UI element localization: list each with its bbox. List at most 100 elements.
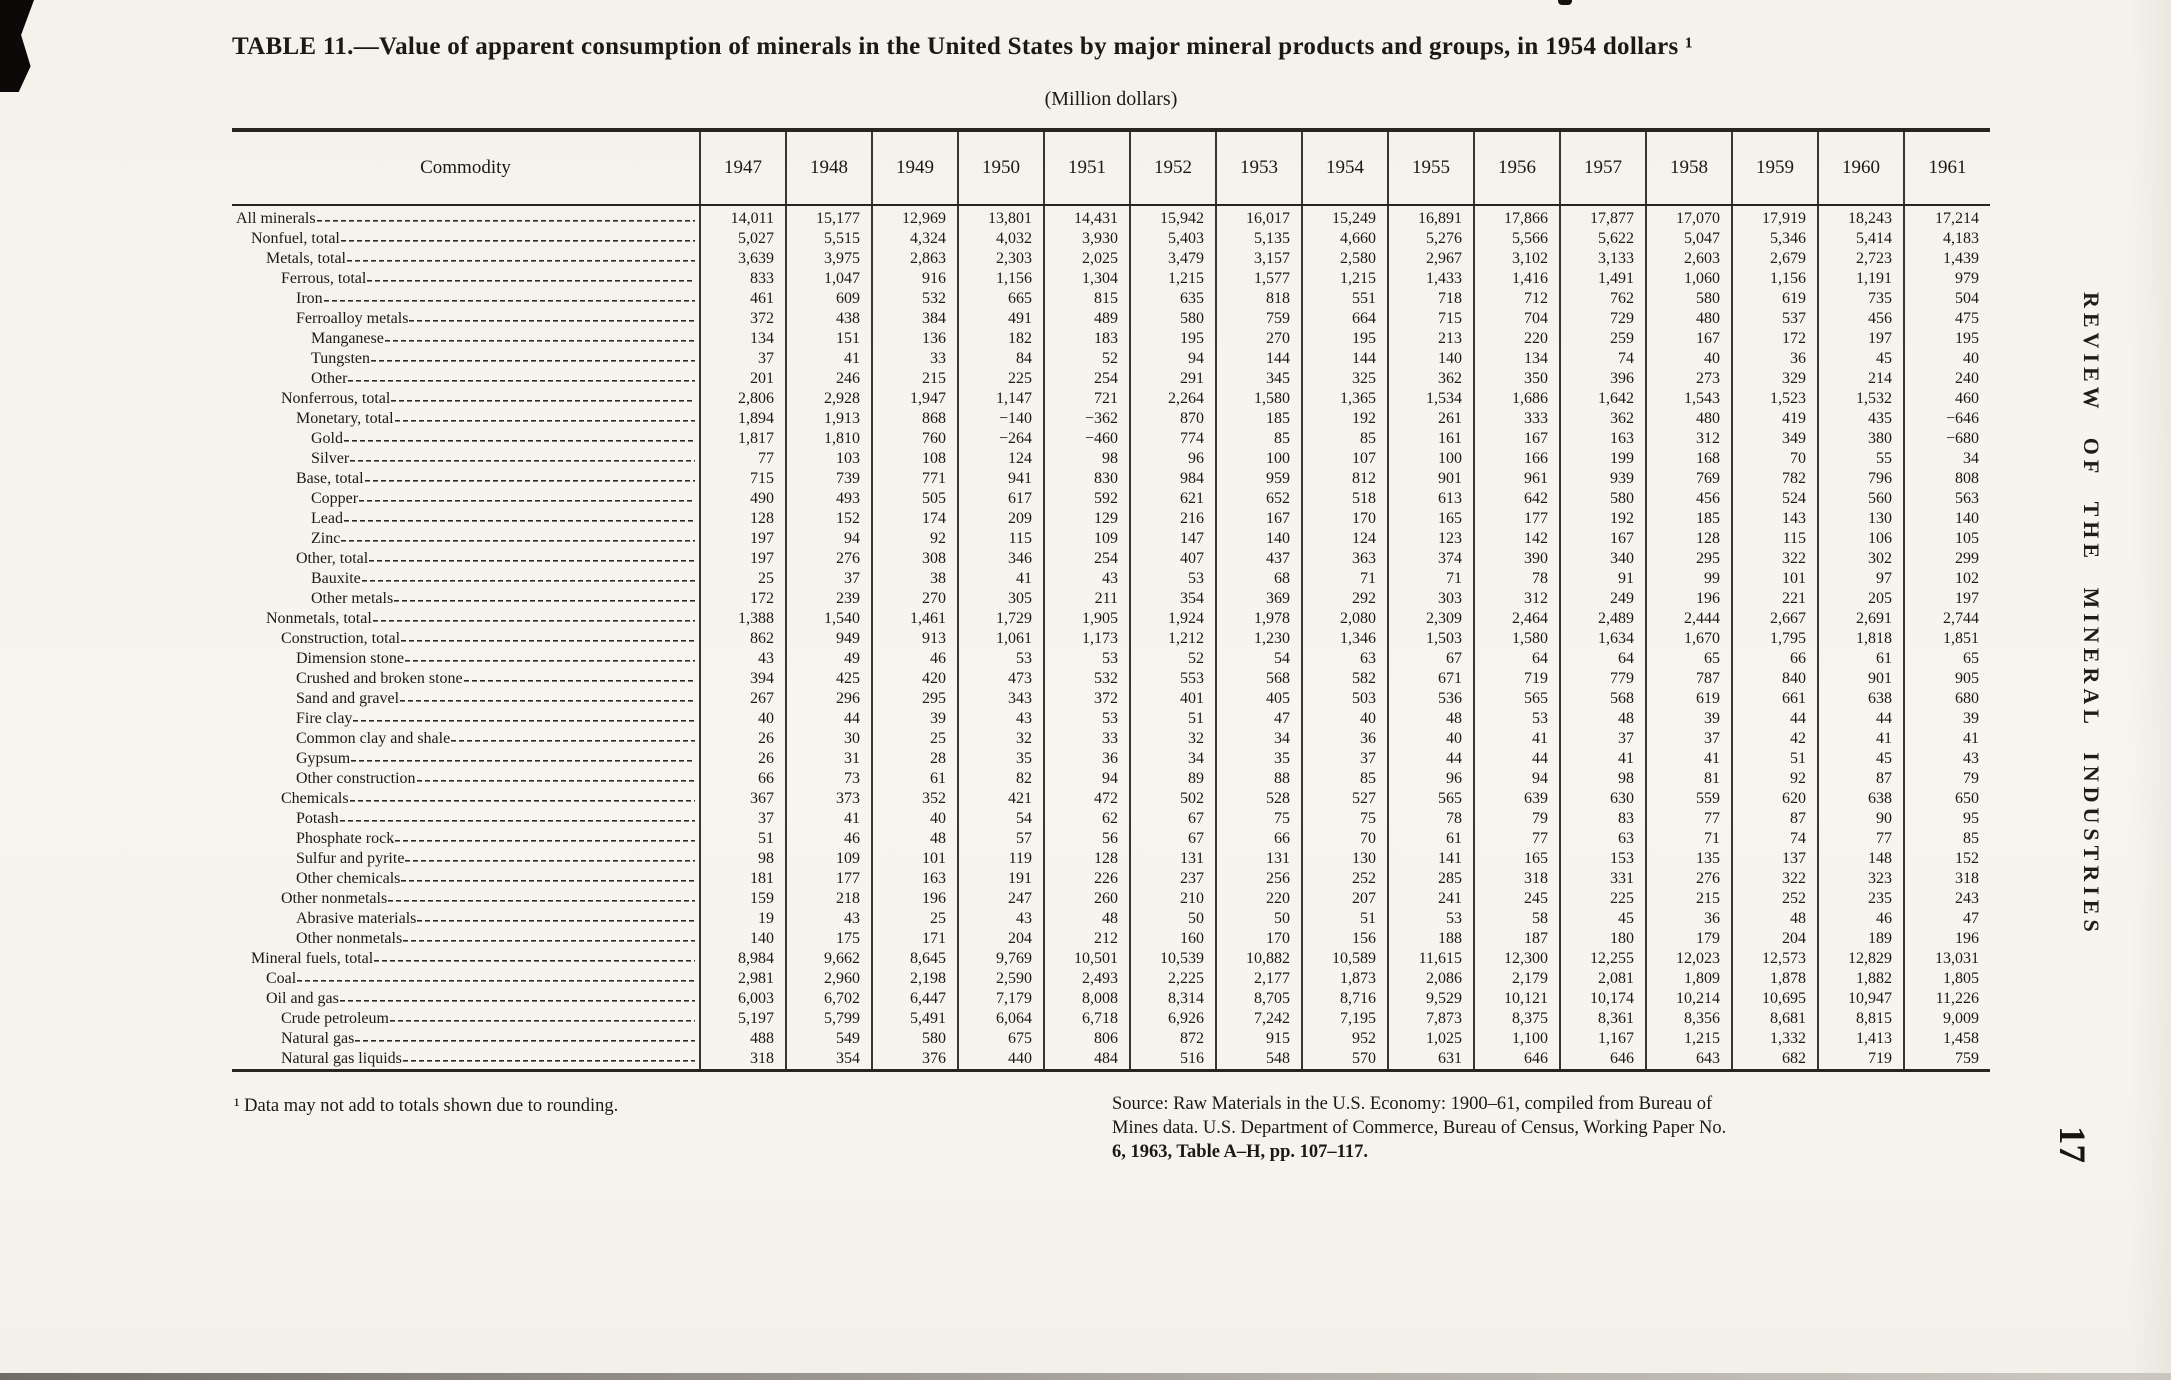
value-cell: 1,215	[1301, 269, 1388, 289]
value-cell: 405	[1215, 689, 1302, 709]
value-cell: 39	[871, 709, 958, 729]
value-cell: 580	[871, 1029, 958, 1049]
value-cell: 129	[1043, 509, 1130, 529]
value-cell: 760	[871, 429, 958, 449]
value-cell: 131	[1215, 849, 1302, 869]
value-cell: 207	[1301, 889, 1388, 909]
table-row: Tungsten 37 41 33 84 52 94 144 144 140 134 74 40 36 45…	[232, 349, 1990, 369]
value-cell: 30	[785, 729, 872, 749]
commodity-label: Gold	[311, 430, 343, 447]
value-cell: 2,303	[957, 249, 1044, 269]
value-cell: 40	[1387, 729, 1474, 749]
value-cell: 787	[1645, 669, 1732, 689]
value-cell: 26	[699, 729, 786, 749]
value-cell: 815	[1043, 289, 1130, 309]
commodity-cell: Gold	[232, 429, 700, 449]
commodity-cell: Chemicals	[232, 789, 700, 809]
value-cell: 14,431	[1043, 205, 1130, 229]
value-cell: 53	[1129, 569, 1216, 589]
value-cell: 35	[957, 749, 1044, 769]
value-cell: 17,919	[1731, 205, 1818, 229]
commodity-label: Mineral fuels, total	[251, 950, 374, 967]
value-cell: −264	[957, 429, 1044, 449]
value-cell: 675	[957, 1029, 1044, 1049]
commodity-label: Ferrous, total	[281, 270, 367, 287]
value-cell: 51	[699, 829, 786, 849]
value-cell: 179	[1645, 929, 1732, 949]
value-cell: 461	[699, 289, 786, 309]
value-cell: 66	[1731, 649, 1818, 669]
value-cell: 580	[1129, 309, 1216, 329]
value-cell: 65	[1645, 649, 1732, 669]
value-cell: 85	[1215, 429, 1302, 449]
commodity-cell: Sulfur and pyrite	[232, 849, 700, 869]
value-cell: 619	[1731, 289, 1818, 309]
value-cell: 536	[1387, 689, 1474, 709]
year-header: 1948	[785, 130, 872, 206]
value-cell: 719	[1473, 669, 1560, 689]
value-cell: 70	[1301, 829, 1388, 849]
commodity-cell: Dimension stone	[232, 649, 700, 669]
value-cell: 66	[699, 769, 786, 789]
commodity-header: Commodity	[232, 130, 700, 206]
value-cell: 41	[1645, 749, 1732, 769]
value-cell: 71	[1301, 569, 1388, 589]
value-cell: 394	[699, 669, 786, 689]
value-cell: 41	[1817, 729, 1904, 749]
commodity-cell: Copper	[232, 489, 700, 509]
value-cell: 37	[699, 809, 786, 829]
table-title: TABLE 11.—Value of apparent consumption …	[232, 33, 1693, 60]
value-cell: 87	[1731, 809, 1818, 829]
value-cell: 369	[1215, 589, 1302, 609]
value-cell: 8,984	[699, 949, 786, 969]
value-cell: 1,147	[957, 389, 1044, 409]
value-cell: 490	[699, 489, 786, 509]
value-cell: 808	[1903, 469, 1990, 489]
value-cell: 240	[1903, 369, 1990, 389]
commodity-cell: Crushed and broken stone	[232, 669, 700, 689]
value-cell: 124	[957, 449, 1044, 469]
value-cell: 204	[1731, 929, 1818, 949]
commodity-cell: Gypsum	[232, 749, 700, 769]
value-cell: 189	[1817, 929, 1904, 949]
value-cell: 2,493	[1043, 969, 1130, 989]
value-cell: 52	[1043, 349, 1130, 369]
value-cell: 8,645	[871, 949, 958, 969]
commodity-label: Other construction	[296, 770, 416, 787]
value-cell: 42	[1731, 729, 1818, 749]
value-cell: 3,133	[1559, 249, 1646, 269]
dashed-leader	[403, 929, 695, 943]
dashed-leader	[348, 369, 695, 383]
value-cell: 98	[699, 849, 786, 869]
year-header: 1953	[1215, 130, 1302, 206]
value-cell: 276	[1645, 869, 1732, 889]
value-cell: 489	[1043, 309, 1130, 329]
value-cell: 36	[1645, 909, 1732, 929]
value-cell: 4,324	[871, 229, 958, 249]
table-row: Other chemicals 181 177 163 191 226 237 256 252 2…	[232, 869, 1990, 889]
value-cell: 638	[1817, 789, 1904, 809]
value-cell: 456	[1817, 309, 1904, 329]
page-bottom-edge	[0, 1373, 2171, 1380]
value-cell: 305	[957, 589, 1044, 609]
value-cell: 215	[1645, 889, 1732, 909]
value-cell: 181	[699, 869, 786, 889]
dashed-leader	[369, 549, 695, 563]
value-cell: 419	[1731, 409, 1818, 429]
value-cell: 9,662	[785, 949, 872, 969]
value-cell: 53	[957, 649, 1044, 669]
dashed-leader	[340, 229, 695, 243]
commodity-label: Iron	[296, 290, 323, 307]
value-cell: 73	[785, 769, 872, 789]
value-cell: 396	[1559, 369, 1646, 389]
dashed-leader	[343, 509, 695, 523]
value-cell: 3,157	[1215, 249, 1302, 269]
value-cell: 7,242	[1215, 1009, 1302, 1029]
table-row: Monetary, total 1,894 1,913 868 −140 −362 870 1…	[232, 409, 1990, 429]
value-cell: 254	[1043, 549, 1130, 569]
value-cell: 101	[1731, 569, 1818, 589]
value-cell: 456	[1645, 489, 1732, 509]
value-cell: 123	[1387, 529, 1474, 549]
value-cell: 4,032	[957, 229, 1044, 249]
value-cell: 2,667	[1731, 609, 1818, 629]
